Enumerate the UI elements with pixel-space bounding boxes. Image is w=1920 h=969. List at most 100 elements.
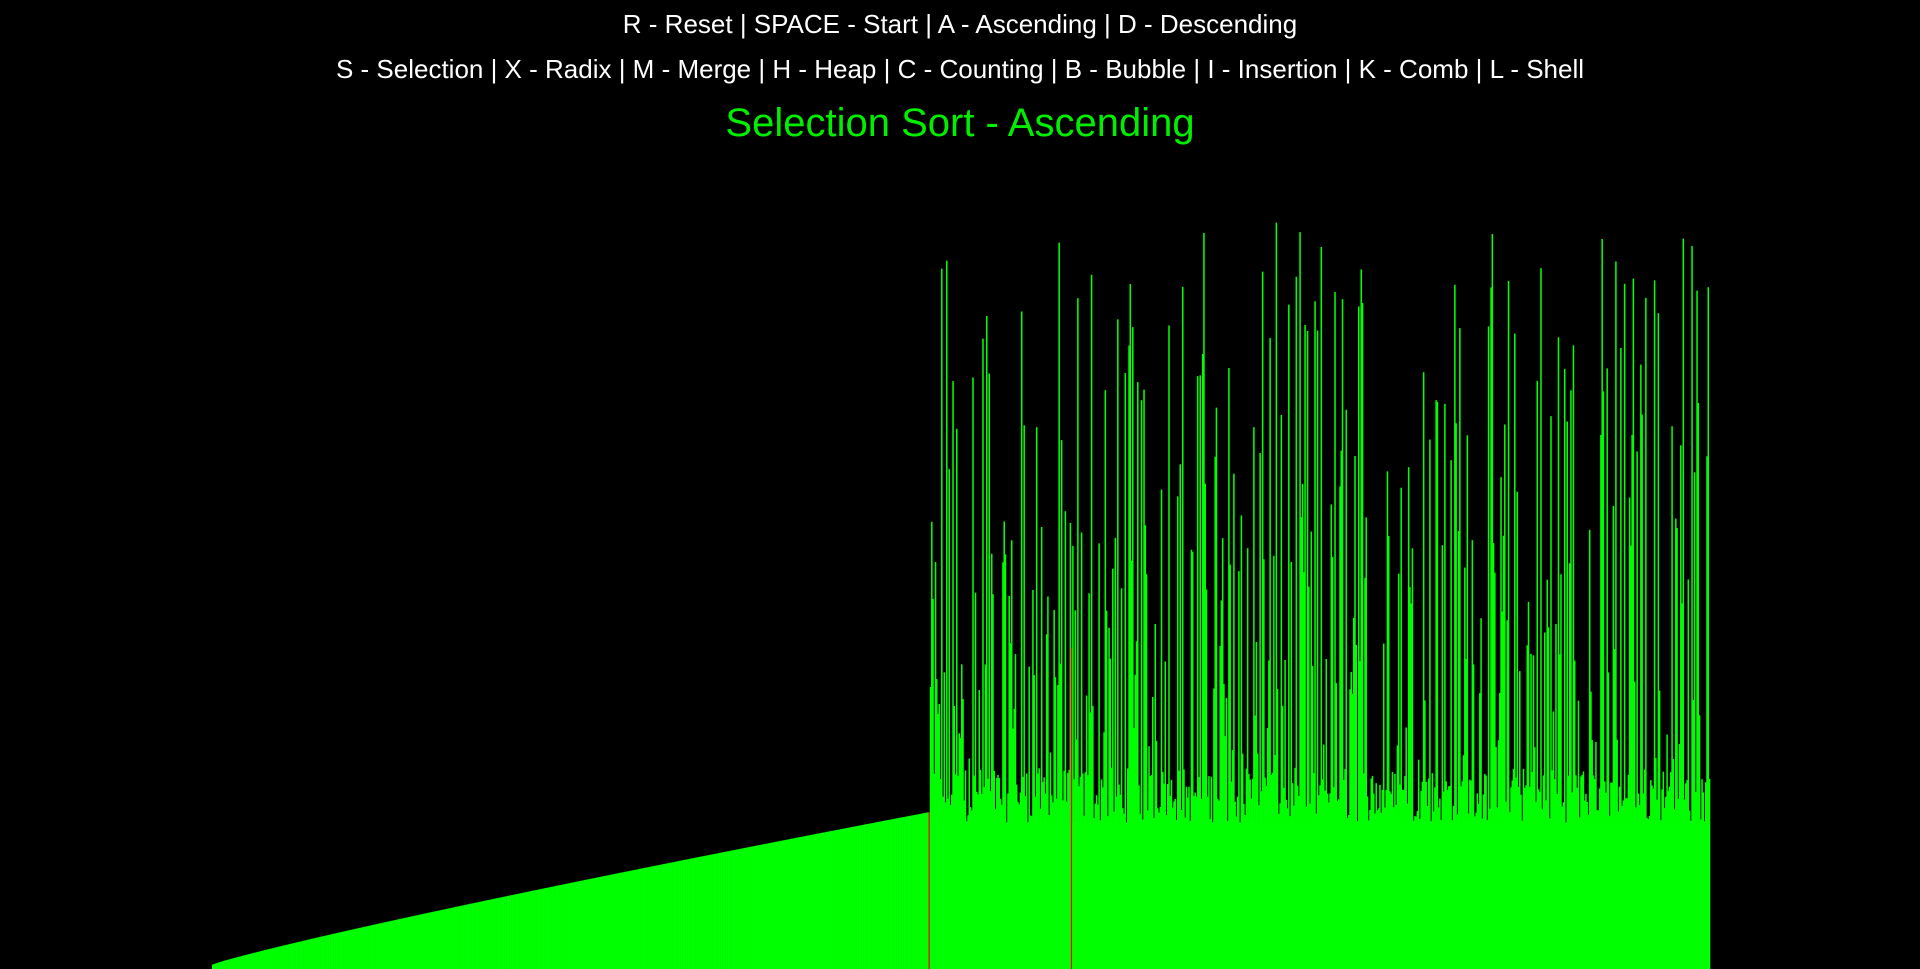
bar	[1350, 671, 1353, 969]
bar	[1304, 325, 1306, 969]
bar	[579, 881, 581, 969]
bar	[1626, 798, 1628, 969]
bar	[1112, 568, 1114, 969]
bar	[1342, 779, 1345, 969]
bar	[781, 840, 783, 969]
bar	[369, 925, 371, 969]
bar	[1479, 693, 1481, 969]
bar	[284, 945, 286, 969]
bar	[1392, 807, 1395, 969]
bar	[1220, 600, 1223, 969]
bar	[1460, 786, 1462, 969]
bar	[324, 935, 326, 969]
bar	[531, 890, 534, 969]
bar	[952, 381, 954, 969]
bar	[1321, 779, 1324, 969]
bar	[682, 860, 685, 969]
bar	[554, 886, 556, 969]
bar	[1450, 460, 1452, 969]
bar	[447, 908, 450, 969]
bar	[1067, 772, 1069, 969]
bar	[1288, 304, 1290, 969]
bar	[595, 877, 597, 969]
bar	[587, 879, 590, 969]
bar	[525, 892, 527, 969]
bar	[249, 953, 251, 969]
bar	[1673, 809, 1676, 969]
bar	[424, 913, 426, 969]
bar	[265, 949, 268, 969]
bar	[700, 856, 702, 969]
bar	[1461, 781, 1464, 969]
bar	[1384, 807, 1386, 969]
bar	[1038, 768, 1040, 969]
bar	[435, 911, 437, 969]
bar	[1705, 782, 1707, 969]
bar	[1663, 808, 1666, 969]
bar	[1345, 409, 1348, 969]
bar	[799, 836, 802, 969]
bar	[856, 826, 858, 969]
bar	[752, 846, 755, 969]
bar	[1617, 811, 1620, 969]
bar	[1215, 407, 1218, 969]
bar	[1519, 671, 1521, 969]
bar	[1402, 790, 1405, 969]
bar	[421, 914, 424, 969]
bar	[1099, 820, 1102, 969]
bar	[1708, 778, 1711, 969]
bar	[266, 949, 269, 969]
bar	[512, 894, 515, 969]
bar	[1276, 689, 1279, 969]
bar	[1100, 779, 1103, 969]
bar	[402, 918, 405, 969]
bar	[1566, 421, 1568, 969]
bar	[1447, 786, 1450, 969]
bar	[335, 933, 338, 969]
bar	[1165, 815, 1168, 969]
bar	[1352, 617, 1355, 969]
bar	[948, 469, 951, 969]
bar	[1591, 739, 1593, 969]
bar	[838, 829, 841, 969]
bar	[1293, 805, 1295, 969]
bar	[1666, 734, 1668, 969]
bar	[1703, 821, 1706, 969]
bar	[446, 908, 449, 969]
bar	[1416, 810, 1419, 969]
bar	[1229, 564, 1231, 969]
bar	[1142, 819, 1144, 969]
bar	[1437, 807, 1440, 969]
bar	[1084, 772, 1087, 969]
bar	[1561, 806, 1563, 969]
bar	[1223, 683, 1225, 969]
bar	[816, 833, 818, 969]
bar	[1365, 517, 1368, 969]
bar	[1301, 483, 1304, 969]
bar	[746, 847, 748, 969]
bar	[1422, 372, 1425, 969]
bar	[631, 870, 633, 969]
bar	[1446, 790, 1449, 969]
bar	[686, 859, 688, 969]
bar	[1424, 700, 1426, 969]
bar	[1706, 456, 1708, 969]
bar	[1037, 773, 1039, 969]
bar	[766, 843, 768, 969]
bar	[417, 914, 420, 969]
bar	[758, 845, 761, 969]
bar	[1098, 543, 1100, 969]
bar	[1545, 800, 1547, 969]
bar	[399, 918, 401, 969]
bar	[240, 956, 243, 969]
bar	[218, 962, 220, 969]
bar	[1685, 783, 1687, 969]
bar	[450, 907, 452, 969]
bar	[1675, 518, 1677, 969]
bar	[1281, 705, 1284, 969]
bar	[866, 824, 868, 969]
bar	[305, 940, 308, 969]
bar	[1586, 802, 1588, 969]
bar	[602, 876, 605, 969]
bar	[323, 936, 325, 969]
